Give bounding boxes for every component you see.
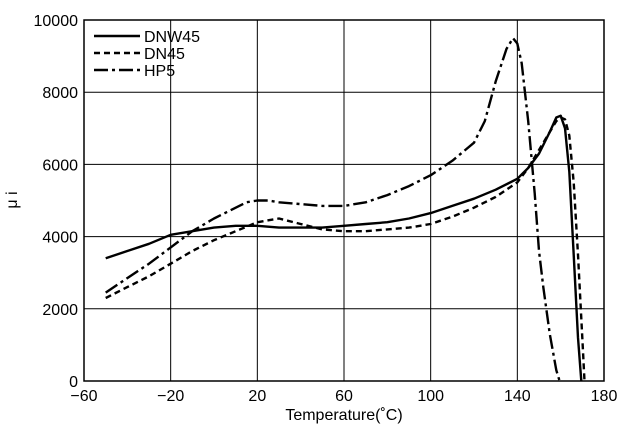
legend-label-dn45: DN45 [144, 46, 185, 63]
y-axis-title: μ i [4, 191, 21, 208]
x-tick-label: 140 [504, 388, 531, 405]
y-tick-label: 2000 [42, 302, 78, 319]
x-tick-label: −20 [157, 388, 184, 405]
y-tick-label: 4000 [42, 230, 78, 247]
y-tick-label: 10000 [34, 13, 79, 30]
series-group [105, 36, 586, 382]
x-tick-label: 20 [248, 388, 266, 405]
y-tick-label: 8000 [42, 85, 78, 102]
x-tick-labels: −60 −20 20 60 100 140 180 [70, 388, 617, 405]
series-line-dn45 [105, 116, 586, 382]
plot-frame [83, 19, 605, 382]
y-tick-labels: 0 2000 4000 6000 8000 10000 [34, 13, 79, 391]
y-tick-label: 0 [69, 374, 78, 391]
y-tick-label: 6000 [42, 157, 78, 174]
x-tick-label: 60 [335, 388, 353, 405]
legend-label-dnw45: DNW45 [144, 29, 200, 46]
grid-lines [84, 20, 604, 381]
legend-label-hp5: HP5 [144, 63, 175, 80]
series-line-hp5 [105, 36, 561, 382]
x-tick-label: 100 [417, 388, 444, 405]
x-tick-label: 180 [591, 388, 618, 405]
x-tick-label: −60 [70, 388, 97, 405]
x-axis-title: Temperature(˚C) [285, 407, 402, 424]
